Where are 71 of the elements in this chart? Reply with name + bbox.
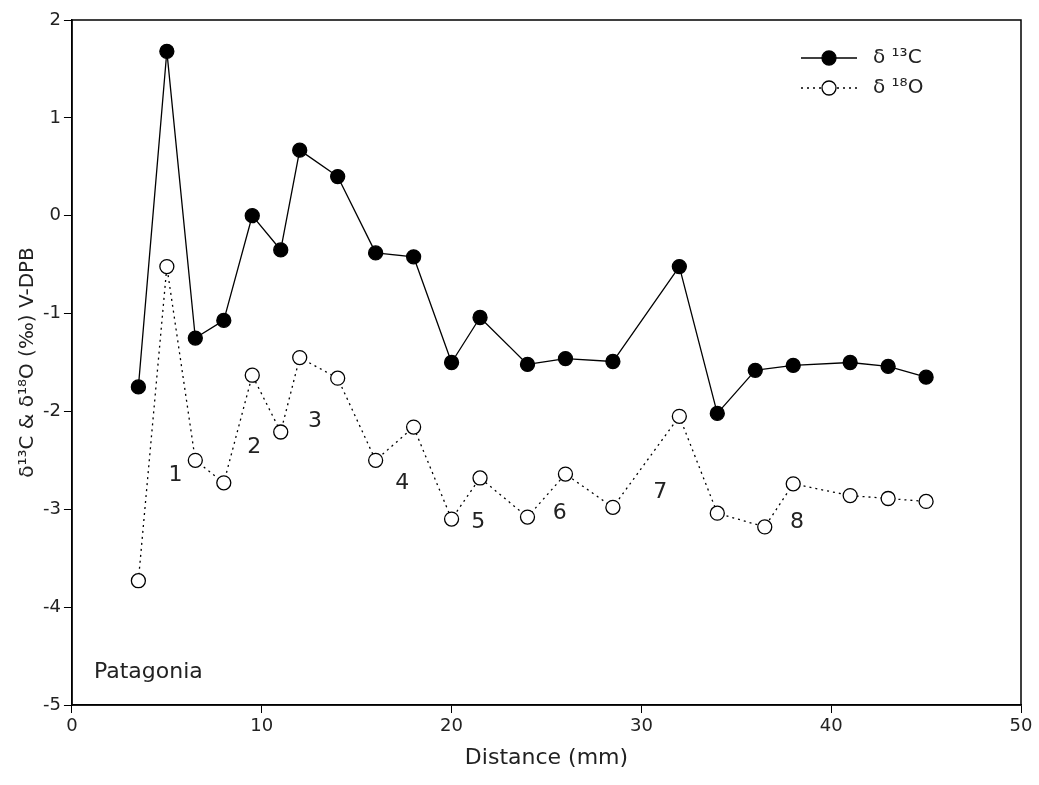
point [330,370,346,386]
point [187,452,203,469]
point [757,519,773,535]
point [472,470,488,486]
point [842,487,858,504]
x-tick-label: 20 [440,714,464,736]
x-tick-label: 30 [629,714,653,736]
y-tick-label: 0 [49,203,61,225]
point [785,357,801,374]
point [605,353,621,370]
point [842,354,858,371]
point [785,476,801,492]
y-tick-label: -3 [42,496,61,518]
annotation: 7 [653,478,668,504]
point [671,258,687,275]
point [367,245,384,261]
point [918,369,934,385]
point [519,356,536,373]
y-tick-label: 1 [49,105,61,127]
annotation: 4 [395,468,410,494]
point [557,466,574,482]
annotation: 6 [552,498,567,524]
point [159,258,175,275]
point [880,490,896,507]
legend-label: δ ¹⁸O [873,74,924,99]
point [292,349,308,366]
annotation: 5 [471,507,486,533]
point [918,493,934,510]
x-axis-title: Distance (mm) [464,743,629,769]
x-tick-label: 10 [250,714,274,736]
point [216,312,232,329]
annotation: 1 [168,460,183,486]
y-tick-label: -2 [42,399,61,421]
point [130,379,147,395]
x-tick-label: 40 [819,714,843,736]
annotation: 2 [247,433,262,459]
y-tick-label: 2 [49,7,61,29]
annotation: 3 [307,406,322,432]
point [709,405,725,422]
point [273,424,289,440]
legend-label: δ ¹³C [873,44,922,69]
point [244,367,260,383]
point [519,509,536,525]
point [405,249,422,265]
point [367,452,384,469]
point [671,408,687,424]
point [709,505,725,521]
point [443,354,460,371]
point [605,499,621,515]
point [880,358,896,375]
point [187,330,203,346]
point [216,475,232,491]
point [159,43,175,59]
point [747,362,763,378]
y-tick-label: -5 [42,692,61,714]
x-tick-label: 0 [66,714,78,736]
point [472,309,488,326]
annotation: Patagonia [93,657,203,683]
point [330,168,346,185]
annotation: 8 [790,507,805,533]
point [405,419,422,435]
point [244,208,260,224]
y-axis-title: δ¹³C & δ¹⁸O (‰) V-DPB [14,247,39,478]
y-tick-label: -1 [42,301,61,323]
point [557,350,574,367]
y-tick-label: -4 [42,594,61,616]
point [292,142,308,158]
point [273,242,289,258]
point [130,573,147,589]
x-tick-label: 50 [1009,714,1033,736]
point [443,511,460,527]
